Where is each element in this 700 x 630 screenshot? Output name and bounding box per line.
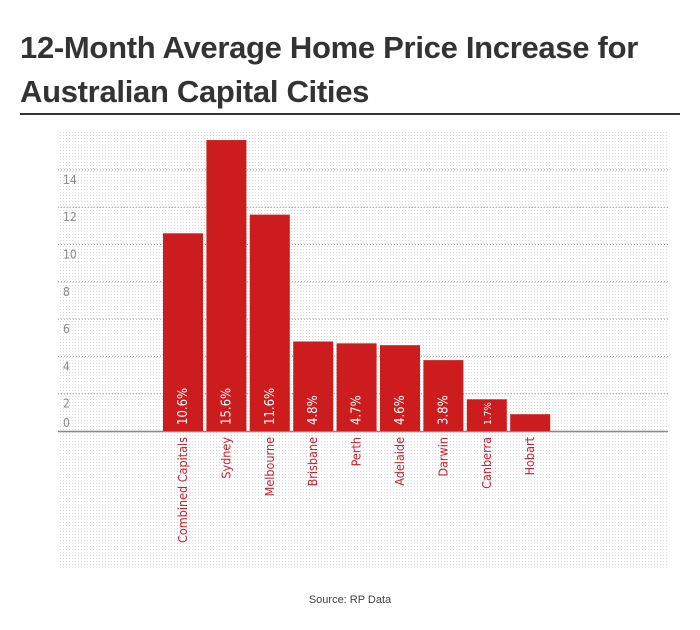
bar-brisbane — [293, 341, 334, 431]
bar-canberra — [466, 399, 507, 431]
category-label: Brisbane — [305, 437, 320, 486]
y-tick-label: 8 — [63, 285, 70, 299]
y-tick-label: 14 — [63, 173, 77, 187]
y-tick-label: 10 — [63, 248, 77, 262]
data-label: 10.6% — [176, 388, 191, 425]
y-tick-label: 4 — [63, 359, 70, 373]
category-label: Sydney — [218, 437, 233, 479]
title-divider — [20, 113, 680, 115]
y-tick-label: 0 — [63, 416, 70, 430]
data-label: 4.8% — [306, 395, 321, 425]
source-note: Source: RP Data — [308, 594, 392, 606]
category-label: Melbourne — [262, 437, 277, 496]
bar-sydney — [206, 140, 247, 431]
category-label: Adelaide — [392, 437, 407, 486]
data-label: 4.7% — [350, 395, 365, 425]
bar-hobart — [510, 414, 551, 431]
data-label: 1.7% — [483, 402, 494, 425]
category-label: Perth — [349, 437, 364, 466]
category-label: Hobart — [522, 436, 537, 475]
bar-darwin — [423, 360, 464, 431]
category-label: Combined Capitals — [175, 437, 190, 543]
bar-adelaide — [380, 345, 420, 431]
data-label: 3.8% — [436, 395, 451, 425]
data-label: 15.6% — [219, 388, 234, 425]
y-tick-label: 2 — [63, 397, 70, 411]
data-label: 4.6% — [393, 395, 408, 425]
y-tick-label: 6 — [63, 322, 70, 336]
bar-melbourne — [249, 214, 290, 431]
chart-title: 12-Month Average Home Price Increase for… — [20, 30, 638, 109]
category-label: Canberra — [479, 437, 494, 489]
bar-perth — [336, 343, 377, 431]
data-label: 11.6% — [263, 388, 278, 425]
category-label: Darwin — [435, 437, 450, 477]
bar-combined-capitals — [163, 233, 203, 431]
y-tick-label: 12 — [63, 210, 77, 224]
